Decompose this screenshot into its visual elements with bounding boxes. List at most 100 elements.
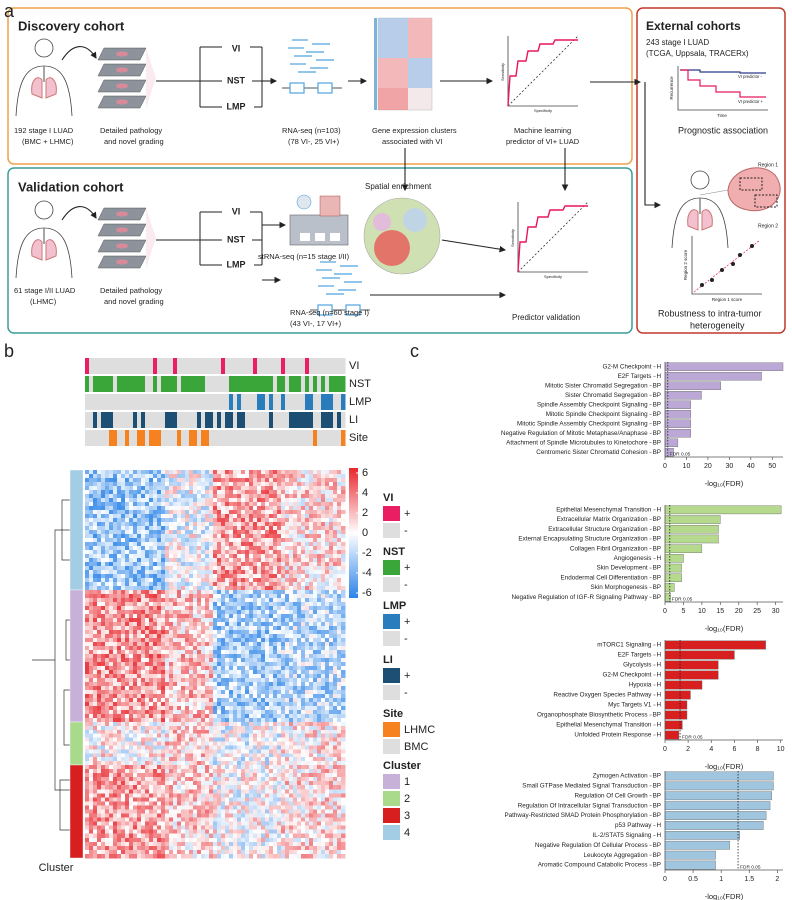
heatmap-cell: [293, 602, 298, 607]
heatmap-cell: [269, 646, 274, 651]
heatmap-cell: [153, 630, 158, 635]
heatmap-cell: [329, 478, 334, 483]
heatmap-cell: [125, 674, 130, 679]
heatmap-cell: [289, 606, 294, 611]
heatmap-cell: [169, 490, 174, 495]
heatmap-cell: [145, 658, 150, 663]
heatmap-cell: [237, 630, 242, 635]
heatmap-cell: [309, 470, 314, 475]
heatmap-cell: [113, 562, 118, 567]
heatmap-cell: [301, 694, 306, 699]
heatmap-cell: [269, 706, 274, 711]
heatmap-cell: [285, 737, 290, 742]
heatmap-cell: [297, 686, 302, 691]
heatmap-cell: [217, 725, 222, 731]
heatmap-cell: [277, 622, 282, 627]
heatmap-cell: [145, 722, 150, 727]
heatmap-cell: [137, 570, 142, 575]
heatmap-cell: [273, 698, 278, 703]
heatmap-cell: [97, 725, 102, 731]
annotation-label: LI: [349, 414, 358, 426]
heatmap-cell: [317, 658, 322, 663]
heatmap-cell: [337, 686, 342, 691]
heatmap-cell: [161, 546, 166, 551]
label: (BMC + LHMC): [22, 137, 74, 146]
heatmap-cell: [101, 706, 106, 711]
heatmap-cell: [169, 566, 174, 571]
heatmap-cell: [205, 610, 210, 615]
heatmap-cell: [169, 578, 174, 583]
heatmap-cell: [293, 622, 298, 627]
heatmap-cell: [181, 474, 186, 479]
heatmap-cell: [301, 638, 306, 643]
heatmap-cell: [297, 570, 302, 575]
heatmap-cell: [341, 582, 346, 587]
heatmap-cell: [217, 494, 222, 499]
annotation-cell: [97, 376, 102, 392]
heatmap-cell: [169, 610, 174, 615]
heatmap-cell: [293, 502, 298, 507]
heatmap-cell: [265, 745, 270, 750]
heatmap-cell: [181, 478, 186, 483]
annotation-cell: [277, 412, 282, 428]
heatmap-cell: [233, 498, 238, 503]
heatmap-cell: [101, 514, 106, 519]
heatmap-cell: [285, 554, 290, 559]
heatmap-cell: [113, 678, 118, 683]
heatmap-cell: [185, 710, 190, 715]
heatmap-cell: [109, 729, 114, 735]
annotation-label: LMP: [349, 396, 372, 408]
heatmap-cell: [161, 686, 166, 691]
heatmap-cell: [145, 745, 150, 750]
heatmap-cell: [253, 494, 258, 499]
heatmap-cell: [293, 586, 298, 591]
heatmap-cell: [89, 674, 94, 679]
heatmap-cell: [205, 506, 210, 511]
heatmap-cell: [269, 586, 274, 591]
label: Detailed pathology: [100, 126, 162, 135]
heatmap-cell: [341, 662, 346, 667]
heatmap-cell: [153, 694, 158, 699]
heatmap-cell: [301, 718, 306, 723]
heatmap-cell: [177, 638, 182, 643]
annotation-cell: [133, 412, 138, 428]
heatmap-cell: [133, 590, 138, 595]
heatmap-cell: [269, 542, 274, 547]
heatmap-cell: [113, 614, 118, 619]
heatmap-cell: [125, 650, 130, 655]
heatmap-cell: [101, 662, 106, 667]
heatmap-cell: [113, 574, 118, 579]
heatmap-cell: [221, 534, 226, 539]
heatmap-cell: [93, 602, 98, 607]
heatmap-cell: [293, 614, 298, 619]
annotation-cell: [213, 358, 218, 374]
heatmap-cell: [309, 534, 314, 539]
heatmap-cell: [109, 506, 114, 511]
heatmap-cell: [237, 729, 242, 735]
heatmap-cell: [129, 658, 134, 663]
heatmap-cell: [341, 506, 346, 511]
heatmap-cell: [309, 522, 314, 527]
heatmap-cell: [101, 566, 106, 571]
heatmap-cell: [125, 482, 130, 487]
heatmap-cell: [281, 486, 286, 491]
heatmap-cell: [209, 582, 214, 587]
heatmap-cell: [237, 478, 242, 483]
heatmap-cell: [221, 526, 226, 531]
heatmap-cell: [177, 674, 182, 679]
heatmap-cell: [341, 530, 346, 535]
heatmap-cell: [181, 737, 186, 742]
heatmap-cell: [285, 610, 290, 615]
heatmap-cell: [213, 590, 218, 595]
heatmap-cell: [193, 542, 198, 547]
annotation-cell: [249, 358, 254, 374]
heatmap-cell: [261, 570, 266, 575]
heatmap-cell: [265, 522, 270, 527]
heatmap-cell: [201, 598, 206, 603]
heatmap-cell: [201, 586, 206, 591]
heatmap-cell: [233, 694, 238, 699]
heatmap-cell: [185, 534, 190, 539]
heatmap-cell: [117, 722, 122, 727]
heatmap-cell: [277, 610, 282, 615]
heatmap-cell: [253, 694, 258, 699]
